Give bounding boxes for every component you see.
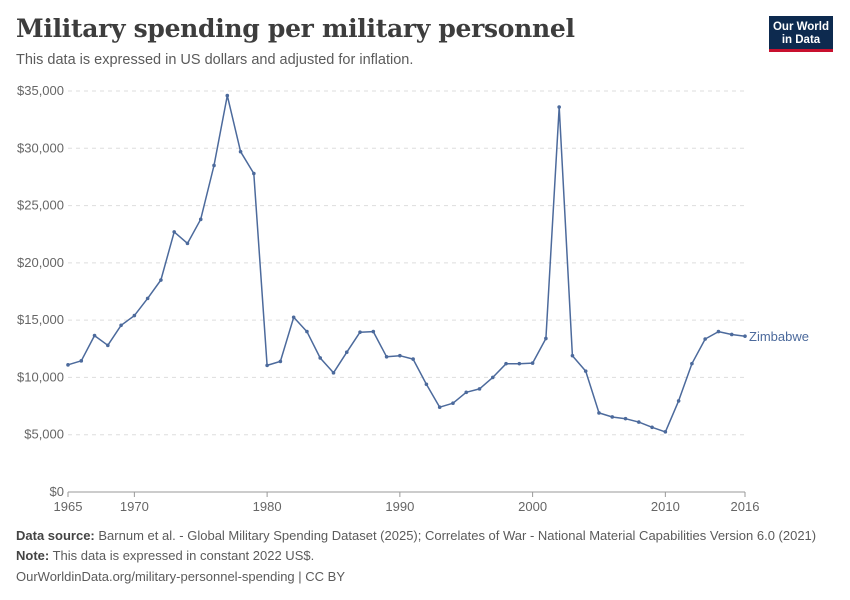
x-tick-label: 1990: [385, 499, 414, 514]
data-point: [318, 356, 323, 360]
data-point: [570, 353, 575, 358]
note-text: This data is expressed in constant 2022 …: [52, 548, 315, 563]
data-point: [437, 405, 442, 410]
series-label-zimbabwe: Zimbabwe: [749, 329, 809, 344]
data-point: [185, 241, 190, 246]
data-point: [477, 387, 482, 391]
data-point: [66, 363, 70, 367]
y-tick-label: $25,000: [17, 198, 64, 213]
data-point: [464, 390, 469, 395]
data-point: [743, 334, 747, 338]
data-point: [106, 343, 110, 348]
data-point: [238, 149, 243, 154]
data-point: [252, 171, 256, 176]
data-source: Data source: Barnum et al. - Global Mili…: [16, 528, 816, 543]
y-tick-label: $10,000: [17, 369, 64, 384]
data-point: [358, 330, 362, 334]
data-point: [305, 329, 309, 334]
data-point: [729, 332, 734, 337]
data-point: [716, 329, 721, 334]
data-point: [172, 230, 176, 234]
x-tick-label: 1980: [253, 499, 282, 514]
chart-title: Military spending per military personnel: [16, 14, 575, 43]
y-tick-label: $30,000: [17, 140, 64, 155]
data-point: [371, 329, 376, 334]
data-point: [597, 411, 601, 415]
data-point: [398, 353, 402, 358]
x-tick-label: 2010: [651, 499, 680, 514]
data-point: [623, 416, 628, 421]
data-point: [451, 401, 455, 406]
x-tick-label: 1965: [54, 499, 83, 514]
y-tick-label: $0: [50, 484, 64, 499]
data-point: [198, 217, 203, 222]
owid-logo[interactable]: Our World in Data: [769, 16, 833, 52]
data-point: [663, 430, 668, 434]
series-line-zimbabwe: [67, 94, 746, 433]
data-point: [637, 420, 641, 424]
data-point: [291, 315, 296, 320]
source-url[interactable]: OurWorldinData.org/military-personnel-sp…: [16, 569, 345, 584]
data-source-text[interactable]: Barnum et al. - Global Military Spending…: [98, 528, 817, 543]
data-point: [676, 399, 681, 403]
data-source-label: Data source:: [16, 528, 95, 543]
data-point: [145, 296, 150, 301]
data-point: [610, 415, 615, 419]
data-point: [703, 337, 707, 341]
data-point: [159, 278, 163, 282]
data-point: [424, 382, 429, 387]
data-point: [79, 359, 84, 363]
x-tick-label: 2000: [518, 499, 547, 514]
data-point: [490, 375, 495, 380]
data-point: [344, 350, 349, 355]
note-label: Note:: [16, 548, 50, 563]
logo-line-1: Our World: [772, 21, 829, 33]
data-point: [212, 163, 216, 168]
data-point: [331, 371, 336, 375]
data-point: [583, 369, 588, 373]
data-point: [132, 313, 137, 318]
y-tick-label: $5,000: [24, 427, 64, 442]
data-point: [265, 363, 269, 368]
y-tick-label: $15,000: [17, 312, 64, 327]
data-point: [119, 323, 123, 328]
data-point: [504, 361, 508, 366]
data-point: [384, 355, 389, 359]
x-tick-label: 1970: [120, 499, 149, 514]
y-tick-label: $20,000: [17, 255, 64, 270]
data-point: [225, 93, 230, 98]
x-tick-label: 2016: [731, 499, 760, 514]
data-point: [650, 425, 654, 430]
data-point: [544, 336, 548, 341]
data-point: [411, 357, 415, 361]
logo-line-2: in Data: [781, 34, 821, 46]
data-point: [517, 361, 522, 366]
data-note: Note: This data is expressed in constant…: [16, 548, 314, 563]
chart-subtitle: This data is expressed in US dollars and…: [16, 52, 414, 68]
data-point: [690, 361, 694, 366]
data-point: [530, 361, 535, 365]
data-point: [92, 333, 97, 338]
data-point: [278, 359, 283, 364]
data-point: [557, 105, 561, 109]
y-tick-label: $35,000: [17, 83, 64, 98]
